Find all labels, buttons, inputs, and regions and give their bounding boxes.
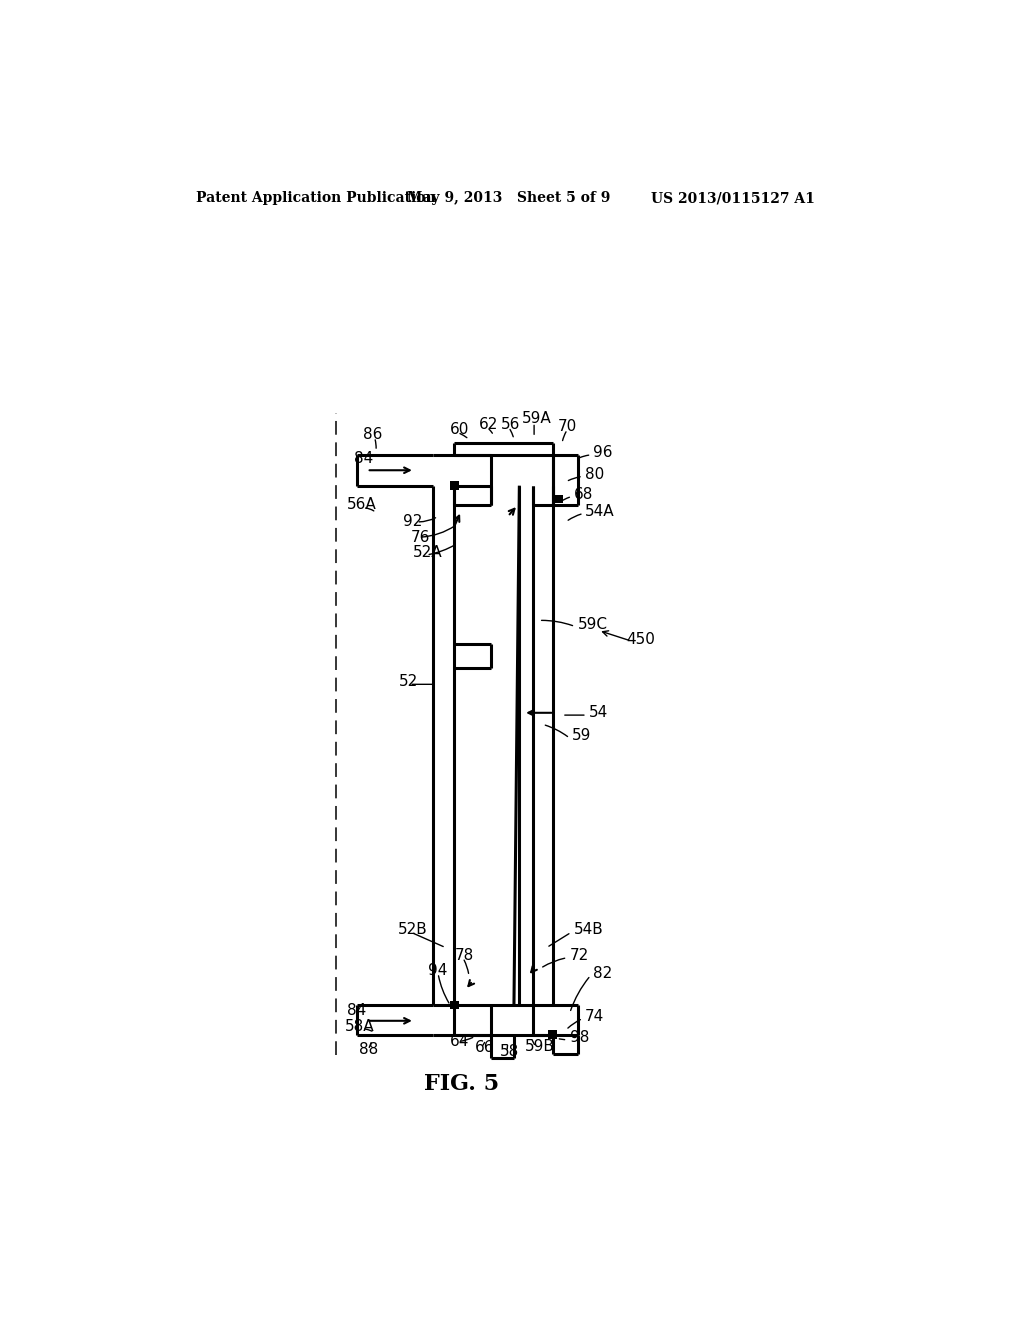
Text: 54B: 54B [573,923,603,937]
Text: 56A: 56A [346,498,376,512]
Bar [555,495,563,503]
Text: 64: 64 [450,1034,469,1049]
Text: 60: 60 [450,422,469,437]
Text: 59A: 59A [521,411,552,426]
Text: 78: 78 [455,948,474,962]
Bar [548,1030,557,1039]
Text: 92: 92 [403,515,423,529]
Text: 96: 96 [593,445,612,461]
Text: 74: 74 [586,1010,604,1024]
Text: 98: 98 [569,1030,589,1045]
Text: 59C: 59C [578,616,607,632]
Text: 58: 58 [500,1044,519,1059]
Text: 52A: 52A [413,545,442,560]
Text: 54: 54 [589,705,608,721]
Text: 450: 450 [627,632,655,647]
Text: 68: 68 [573,487,593,502]
Bar [451,480,459,490]
Text: 70: 70 [558,418,578,434]
Text: Patent Application Publication: Patent Application Publication [197,191,436,206]
Text: 56: 56 [501,417,520,432]
Text: 84: 84 [347,1003,367,1018]
Text: 52B: 52B [397,923,427,937]
Text: 86: 86 [362,426,382,442]
Text: May 9, 2013   Sheet 5 of 9: May 9, 2013 Sheet 5 of 9 [407,191,610,206]
Text: 88: 88 [359,1041,378,1057]
Text: 76: 76 [411,529,430,545]
Text: 66: 66 [474,1040,494,1055]
Text: 82: 82 [593,965,612,981]
Text: 59B: 59B [524,1039,555,1055]
Text: 58A: 58A [345,1019,375,1034]
Text: 54A: 54A [586,503,614,519]
Text: US 2013/0115127 A1: US 2013/0115127 A1 [651,191,815,206]
Text: 59: 59 [572,729,592,743]
Text: 62: 62 [479,417,499,432]
Text: 84: 84 [354,451,374,466]
Text: FIG. 5: FIG. 5 [424,1073,499,1096]
Bar [451,1001,459,1010]
Text: 80: 80 [586,466,604,482]
Text: 52: 52 [399,675,419,689]
Text: 94: 94 [428,964,447,978]
Text: 72: 72 [569,948,589,962]
